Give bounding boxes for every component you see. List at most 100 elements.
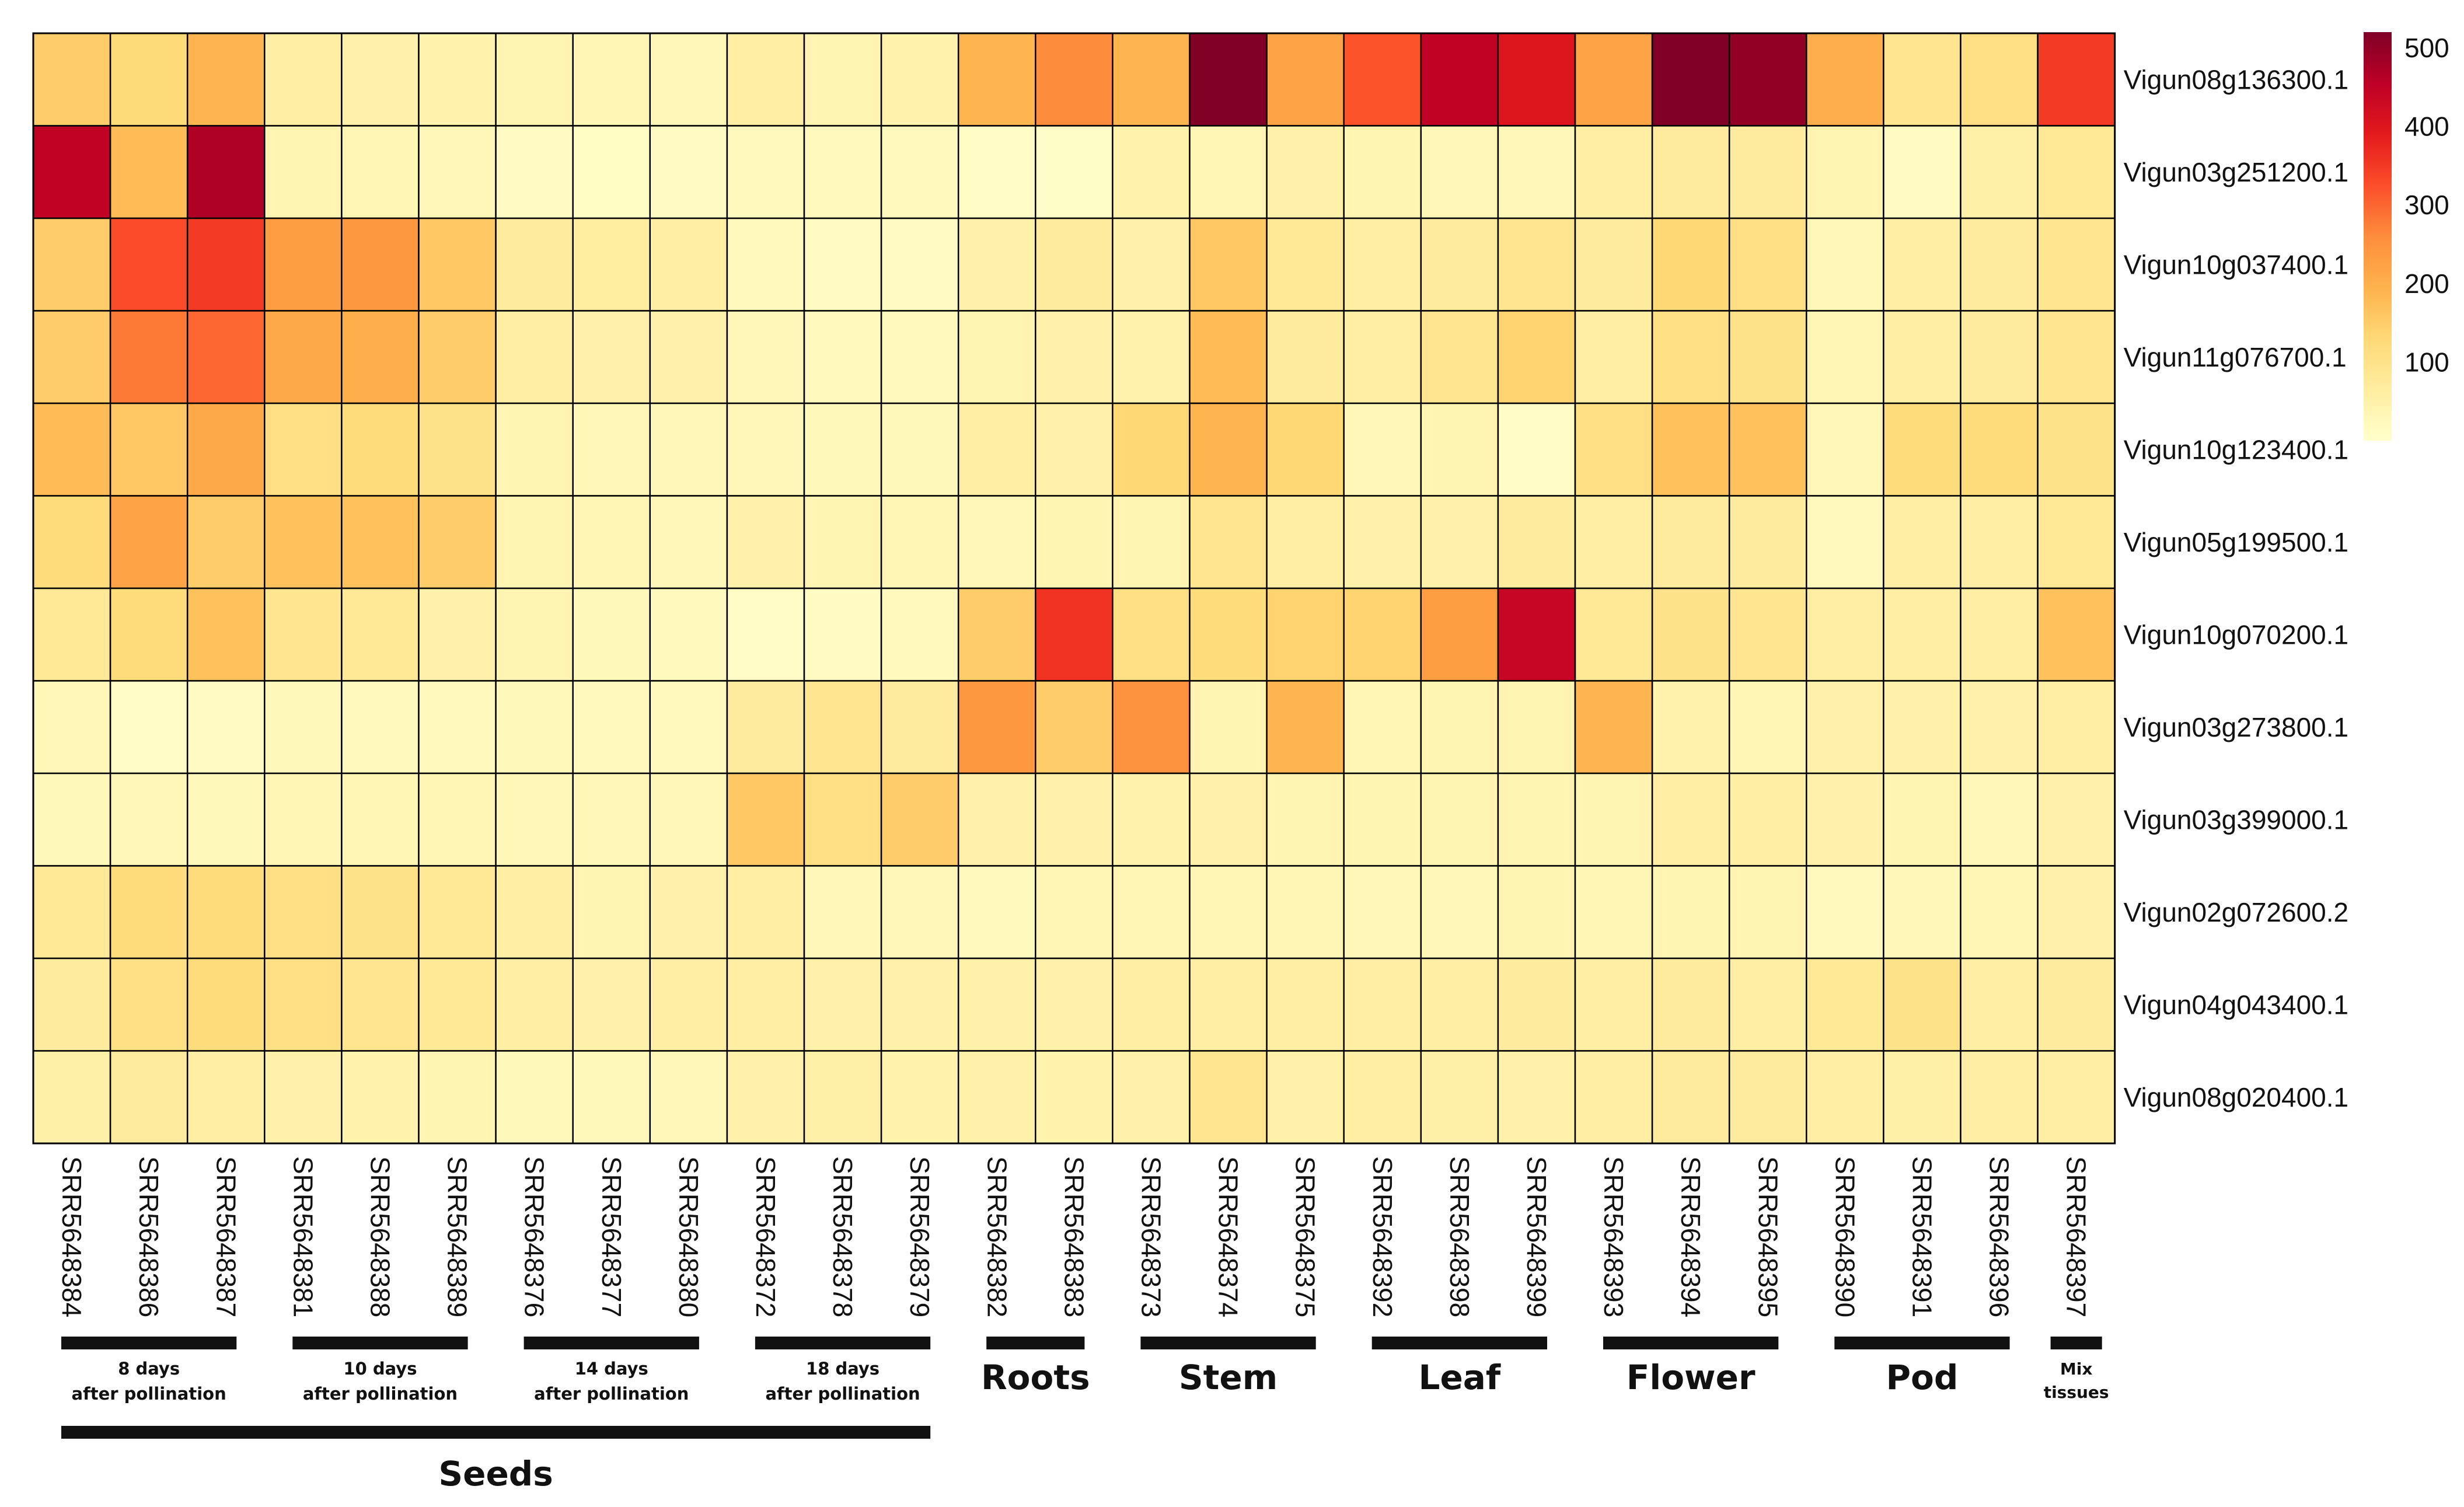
heatmap-cell	[1497, 680, 1576, 775]
heatmap-cell	[1960, 1050, 2039, 1145]
heatmap-cell	[1806, 32, 1884, 127]
sample-label: SRR5648381	[288, 1156, 318, 1317]
heatmap-cell	[2037, 865, 2116, 960]
heatmap-cell	[1035, 587, 1114, 682]
heatmap-cell	[1651, 1050, 1730, 1145]
heatmap-cell	[341, 587, 420, 682]
heatmap-cell	[957, 587, 1036, 682]
heatmap-cell	[1651, 772, 1730, 867]
heatmap-cell	[1035, 495, 1114, 589]
heatmap-cell	[1420, 1050, 1499, 1145]
heatmap-cell	[264, 495, 343, 589]
tissue-label: Stem	[1179, 1358, 1278, 1397]
seed-stage-label: after pollination	[303, 1384, 458, 1404]
heatmap-cell	[1651, 32, 1730, 127]
heatmap-cell	[880, 495, 959, 589]
heatmap-cell	[418, 217, 497, 312]
heatmap-cell	[1574, 402, 1653, 497]
seed-stage-label: 14 days	[575, 1359, 648, 1379]
gene-label: Vigun04g043400.1	[2124, 989, 2348, 1020]
heatmap-cell	[726, 865, 805, 960]
heatmap-cell	[186, 680, 266, 775]
heatmap-cell	[1574, 680, 1653, 775]
mix-tissues-label: tissues	[2044, 1383, 2109, 1402]
heatmap-cell	[1883, 865, 1962, 960]
heatmap-cell	[264, 402, 343, 497]
heatmap-cell	[1651, 495, 1730, 589]
heatmap-cell	[1574, 32, 1653, 127]
sample-label: SRR5648384	[57, 1156, 87, 1317]
heatmap-cell	[880, 772, 959, 867]
gene-label: Vigun03g273800.1	[2124, 712, 2348, 742]
sample-labels: SRR5648384 SRR5648386 SRR5648387 SRR5648381…	[57, 1156, 2092, 1317]
heatmap-cell	[1728, 865, 1807, 960]
heatmap-cell	[495, 402, 574, 497]
color-legend: 100 200 300 400 500	[2364, 32, 2449, 441]
heatmap-cell	[957, 957, 1036, 1052]
sample-label: SRR5648376	[519, 1156, 550, 1317]
heatmap-cell	[1266, 957, 1345, 1052]
heatmap-cell	[957, 32, 1036, 127]
heatmap-cell	[418, 957, 497, 1052]
sample-label: SRR5648372	[751, 1156, 781, 1317]
heatmap-cell	[1420, 310, 1499, 404]
heatmap-cell	[1497, 1050, 1576, 1145]
heatmap-cell	[418, 772, 497, 867]
heatmap-cell	[726, 680, 805, 775]
heatmap-cell	[1112, 865, 1191, 960]
tissue-label: Pod	[1886, 1358, 1959, 1397]
heatmap-cell	[341, 957, 420, 1052]
heatmap-cell	[1112, 217, 1191, 312]
heatmap-cell	[957, 310, 1036, 404]
tissue-bar	[1140, 1337, 1316, 1349]
gene-label: Vigun08g020400.1	[2124, 1082, 2348, 1112]
heatmap-cell	[341, 1050, 420, 1145]
heatmap-cell	[264, 125, 343, 219]
heatmap-cell	[495, 125, 574, 219]
heatmap-cell	[1266, 217, 1345, 312]
heatmap-cell	[649, 310, 728, 404]
gene-label: Vigun05g199500.1	[2124, 527, 2348, 557]
heatmap-cell	[1883, 680, 1962, 775]
heatmap-cell	[1112, 1050, 1191, 1145]
heatmap-cell	[803, 1050, 882, 1145]
heatmap-cell	[1651, 217, 1730, 312]
heatmap-cell	[109, 125, 189, 219]
heatmap-cell	[1960, 587, 2039, 682]
heatmap-cell	[1266, 495, 1345, 589]
heatmap-cell	[1728, 310, 1807, 404]
heatmap-cell	[1728, 495, 1807, 589]
sample-label: SRR5648392	[1367, 1156, 1398, 1317]
heatmap-cell	[186, 772, 266, 867]
heatmap-cell	[495, 587, 574, 682]
heatmap-cell	[1112, 125, 1191, 219]
heatmap-cell	[418, 680, 497, 775]
heatmap-cell	[1806, 310, 1884, 404]
heatmap-cell	[1883, 32, 1962, 127]
heatmap-cell	[1343, 125, 1422, 219]
heatmap-cell	[1574, 587, 1653, 682]
heatmap-cell	[1574, 957, 1653, 1052]
heatmap-cell	[1497, 772, 1576, 867]
heatmap-cell	[1960, 957, 2039, 1052]
seeds-label: Seeds	[438, 1454, 553, 1494]
sample-label: SRR5648379	[905, 1156, 935, 1317]
heatmap-cell	[1651, 587, 1730, 682]
heatmap-cell	[1266, 865, 1345, 960]
seed-stage-label: after pollination	[534, 1384, 689, 1404]
heatmap-cell	[1497, 402, 1576, 497]
heatmap-cell	[495, 310, 574, 404]
heatmap-cell	[1420, 587, 1499, 682]
heatmap-cell	[32, 125, 111, 219]
seed-stage-label: 18 days	[806, 1359, 879, 1379]
heatmap-cell	[1728, 125, 1807, 219]
heatmap-cell	[1343, 495, 1422, 589]
heatmap-cell	[1420, 32, 1499, 127]
gene-label: Vigun08g136300.1	[2124, 64, 2348, 95]
heatmap-cell	[186, 587, 266, 682]
heatmap-cell	[1343, 402, 1422, 497]
heatmap-cell	[1266, 1050, 1345, 1145]
heatmap-cell	[1651, 402, 1730, 497]
heatmap-cell	[1883, 1050, 1962, 1145]
heatmap-cell	[109, 1050, 189, 1145]
